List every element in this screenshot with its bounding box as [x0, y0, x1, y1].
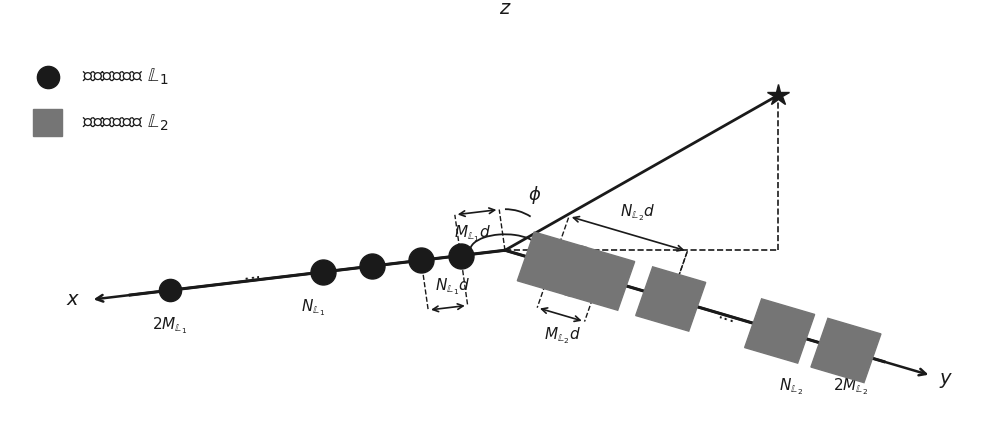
- Text: 互质线性阵列 $\mathbb{L}_1$: 互质线性阵列 $\mathbb{L}_1$: [82, 67, 169, 87]
- Text: ...: ...: [238, 270, 259, 292]
- Text: $N_{\mathbb{L}_2}$: $N_{\mathbb{L}_2}$: [779, 376, 803, 397]
- Text: $N_{\mathbb{L}_1}d$: $N_{\mathbb{L}_1}d$: [435, 276, 471, 297]
- Text: $\phi$: $\phi$: [528, 184, 541, 206]
- Text: $2M_{\mathbb{L}_1}$: $2M_{\mathbb{L}_1}$: [152, 316, 187, 336]
- Text: $2M_{\mathbb{L}_2}$: $2M_{\mathbb{L}_2}$: [833, 376, 869, 397]
- Text: $M_{\mathbb{L}_2}d$: $M_{\mathbb{L}_2}d$: [544, 326, 581, 346]
- Polygon shape: [517, 232, 587, 296]
- Polygon shape: [811, 318, 881, 383]
- Text: $z$: $z$: [499, 0, 511, 18]
- Text: $M_{\mathbb{L}_1}d$: $M_{\mathbb{L}_1}d$: [454, 223, 491, 244]
- Text: ...: ...: [716, 304, 739, 327]
- Polygon shape: [33, 109, 62, 136]
- Text: $N_{\mathbb{L}_1}$: $N_{\mathbb{L}_1}$: [301, 298, 325, 318]
- Polygon shape: [565, 246, 635, 310]
- Text: $y$: $y$: [939, 371, 953, 390]
- Text: $\theta$: $\theta$: [543, 261, 556, 279]
- Polygon shape: [745, 299, 815, 363]
- Text: $N_{\mathbb{L}_2}d$: $N_{\mathbb{L}_2}d$: [620, 202, 656, 223]
- Text: $x$: $x$: [66, 290, 80, 309]
- Polygon shape: [636, 267, 706, 331]
- Text: 互质线性阵列 $\mathbb{L}_2$: 互质线性阵列 $\mathbb{L}_2$: [82, 112, 169, 133]
